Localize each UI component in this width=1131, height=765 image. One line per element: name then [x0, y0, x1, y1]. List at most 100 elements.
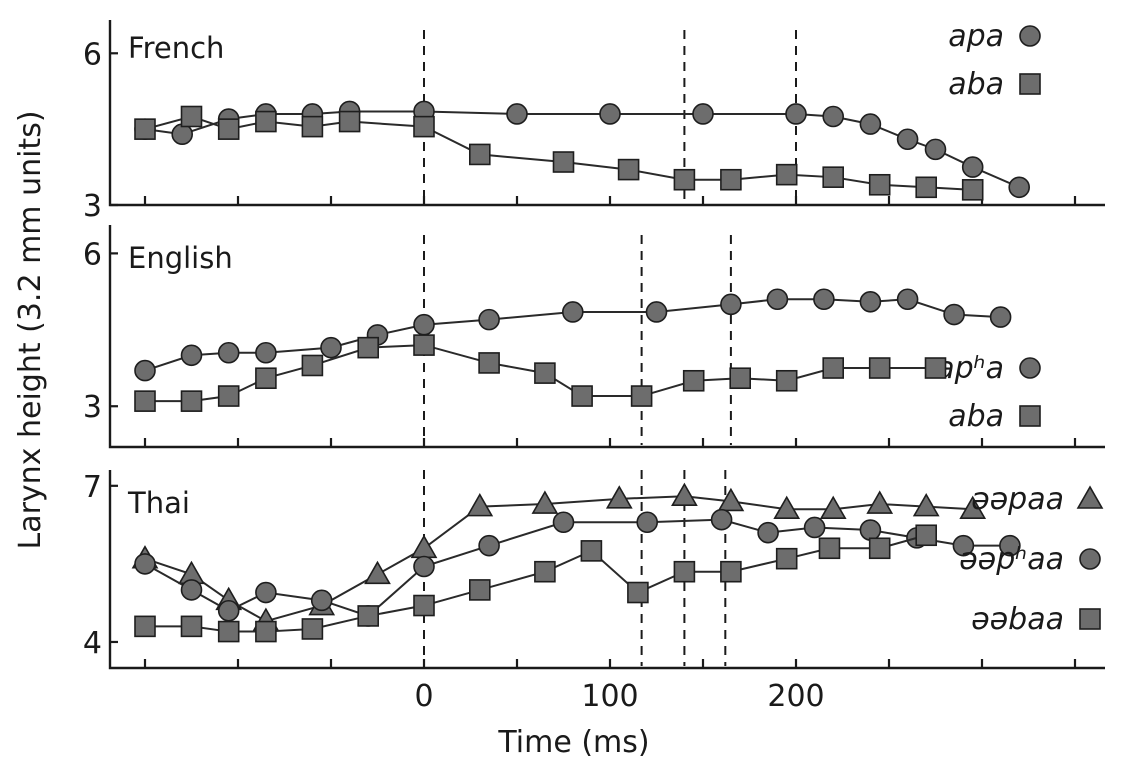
legend-label: apʰa	[936, 351, 1004, 386]
data-point	[506, 103, 528, 125]
data-point	[338, 110, 361, 133]
data-point	[627, 581, 649, 604]
data-point	[180, 105, 203, 128]
data-point	[217, 385, 240, 407]
data-point	[301, 618, 324, 640]
data-point	[552, 151, 575, 173]
data-point	[357, 605, 380, 627]
data-point	[868, 537, 891, 560]
data-point	[729, 367, 752, 390]
legend-marker	[1019, 405, 1041, 427]
data-point	[819, 495, 847, 520]
x-axis-title: Time (ms)	[497, 725, 649, 760]
data-point	[552, 511, 575, 534]
data-point	[413, 555, 435, 578]
data-point	[822, 166, 845, 188]
data-point	[775, 547, 798, 570]
data-point	[671, 482, 698, 507]
data-point	[255, 620, 277, 643]
legend-marker	[1079, 548, 1101, 570]
data-point	[943, 303, 965, 326]
data-point	[952, 534, 975, 557]
x-tick-label: 0	[414, 679, 433, 714]
legend-label: apa	[948, 19, 1004, 54]
panel-english: 3 6 English apʰa aba	[83, 225, 1105, 449]
data-point	[310, 589, 333, 612]
data-point	[255, 367, 277, 390]
data-point	[217, 118, 240, 140]
data-point	[682, 369, 705, 392]
legend-marker	[1019, 73, 1041, 95]
legend-marker	[1019, 357, 1041, 379]
axis-frame	[108, 225, 1105, 449]
data-point	[961, 179, 984, 201]
data-point	[571, 385, 593, 407]
data-point	[605, 485, 633, 509]
data-point	[896, 128, 919, 151]
data-point	[466, 493, 494, 517]
axis-frame	[108, 470, 1105, 670]
y-tick-label: 7	[83, 470, 102, 505]
data-point	[822, 105, 845, 128]
series-0-1: aba	[134, 67, 1041, 201]
data-point	[180, 579, 203, 601]
data-point	[673, 168, 696, 191]
data-point	[534, 560, 556, 583]
legend-label: aba	[948, 399, 1004, 434]
data-point	[531, 490, 559, 514]
data-point	[822, 357, 845, 379]
x-tick-label: 200	[767, 679, 824, 714]
legend-label: əəpaa	[971, 482, 1064, 517]
data-point	[217, 620, 240, 643]
data-point	[134, 390, 156, 412]
data-point	[413, 313, 435, 336]
data-point	[410, 534, 438, 559]
data-point	[599, 103, 621, 125]
data-point	[301, 354, 324, 377]
series-1-0: apʰa	[134, 288, 1041, 386]
data-point	[859, 519, 882, 541]
data-point	[785, 103, 807, 125]
data-point	[180, 344, 203, 367]
data-point	[413, 594, 435, 617]
data-point	[320, 336, 342, 359]
legend-label: aba	[948, 67, 1004, 102]
series-2-2: əəbaa	[134, 524, 1101, 643]
data-point	[989, 306, 1012, 328]
series-1-1: aba	[134, 334, 1041, 434]
data-point	[673, 560, 696, 583]
legend-label: əəbaa	[971, 602, 1064, 637]
data-point	[478, 352, 500, 374]
panel-title: Thai	[127, 486, 190, 520]
data-point	[134, 359, 156, 382]
data-point	[561, 301, 584, 323]
panel-title: French	[128, 31, 224, 65]
y-tick-label: 3	[83, 390, 102, 425]
data-point	[999, 534, 1021, 557]
legend-marker	[1019, 25, 1041, 47]
y-axis-title: Larynx height (3.2 mm units)	[13, 110, 48, 549]
legend-marker	[1076, 485, 1104, 509]
data-point	[1008, 176, 1031, 199]
data-point	[915, 176, 938, 199]
data-point	[630, 385, 653, 407]
data-point	[357, 336, 380, 359]
data-point	[710, 508, 733, 531]
series-0-0: apa	[134, 19, 1041, 199]
y-tick-label: 3	[83, 189, 102, 224]
data-point	[868, 173, 891, 196]
data-point	[580, 540, 603, 562]
series-2-0: əəpaa	[131, 482, 1104, 631]
data-point	[868, 357, 891, 379]
data-point	[912, 493, 940, 517]
data-point	[364, 560, 391, 585]
data-point	[468, 579, 491, 601]
data-point	[134, 118, 156, 140]
data-point	[255, 581, 277, 604]
data-point	[896, 288, 919, 311]
data-point	[961, 156, 984, 178]
data-point	[775, 369, 798, 392]
data-point	[636, 511, 659, 534]
data-point	[813, 288, 835, 311]
data-point	[617, 158, 640, 181]
